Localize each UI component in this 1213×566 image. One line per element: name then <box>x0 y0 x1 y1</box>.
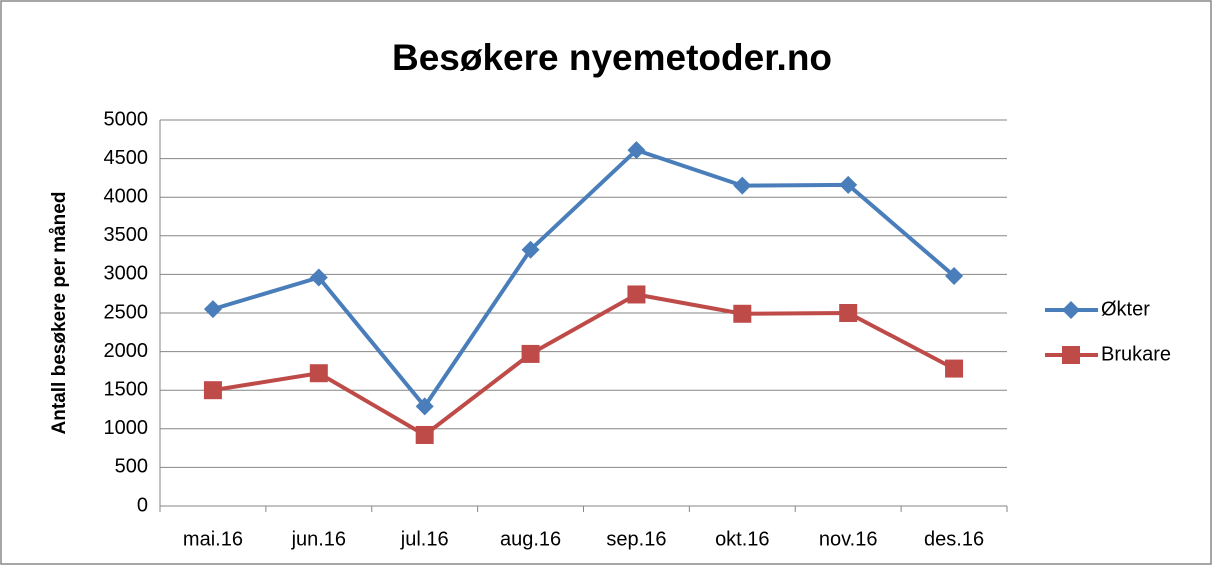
legend-label: Brukare <box>1101 343 1171 365</box>
data-point <box>203 381 222 400</box>
data-point <box>627 285 646 304</box>
data-point <box>309 364 328 383</box>
legend-marker <box>1062 301 1080 319</box>
y-tick-label: 2000 <box>104 340 149 362</box>
x-tick-label: jun.16 <box>291 528 347 550</box>
y-tick-label: 4500 <box>104 147 149 169</box>
y-tick-label: 1000 <box>104 417 149 439</box>
data-point <box>839 304 858 322</box>
data-point <box>521 240 540 259</box>
data-point <box>415 425 434 444</box>
series-line <box>212 292 955 437</box>
x-tick-label: jul.16 <box>400 528 449 550</box>
y-tick-label: 3500 <box>104 224 149 246</box>
data-point <box>945 359 964 378</box>
y-tick-label: 5000 <box>104 108 149 130</box>
data-point <box>733 304 752 323</box>
y-tick-label: 1500 <box>104 378 149 400</box>
y-tick-label: 2500 <box>104 301 149 323</box>
y-axis-title: Antall besøkere per måned <box>49 192 70 435</box>
data-point <box>945 266 964 285</box>
y-tick-label: 3000 <box>104 263 149 285</box>
legend-marker <box>1062 346 1080 364</box>
x-tick-label: sep.16 <box>606 528 666 550</box>
x-tick-label: mai.16 <box>183 528 243 550</box>
x-tick-label: nov.16 <box>819 528 878 550</box>
x-tick-label: des.16 <box>924 528 984 550</box>
data-point <box>415 397 434 416</box>
legend-label: Økter <box>1101 298 1150 320</box>
x-tick-label: aug.16 <box>500 528 561 550</box>
series-line <box>212 148 956 409</box>
data-point <box>521 344 540 363</box>
data-point <box>733 176 752 195</box>
data-point <box>203 300 222 319</box>
data-point <box>627 141 646 160</box>
y-tick-label: 0 <box>137 494 148 516</box>
data-point <box>309 268 328 287</box>
x-tick-label: okt.16 <box>715 528 769 550</box>
y-tick-label: 4000 <box>104 185 149 207</box>
chart-title: Besøkere nyemetoder.no <box>392 37 832 78</box>
y-tick-label: 500 <box>115 456 148 478</box>
data-point <box>839 175 858 194</box>
